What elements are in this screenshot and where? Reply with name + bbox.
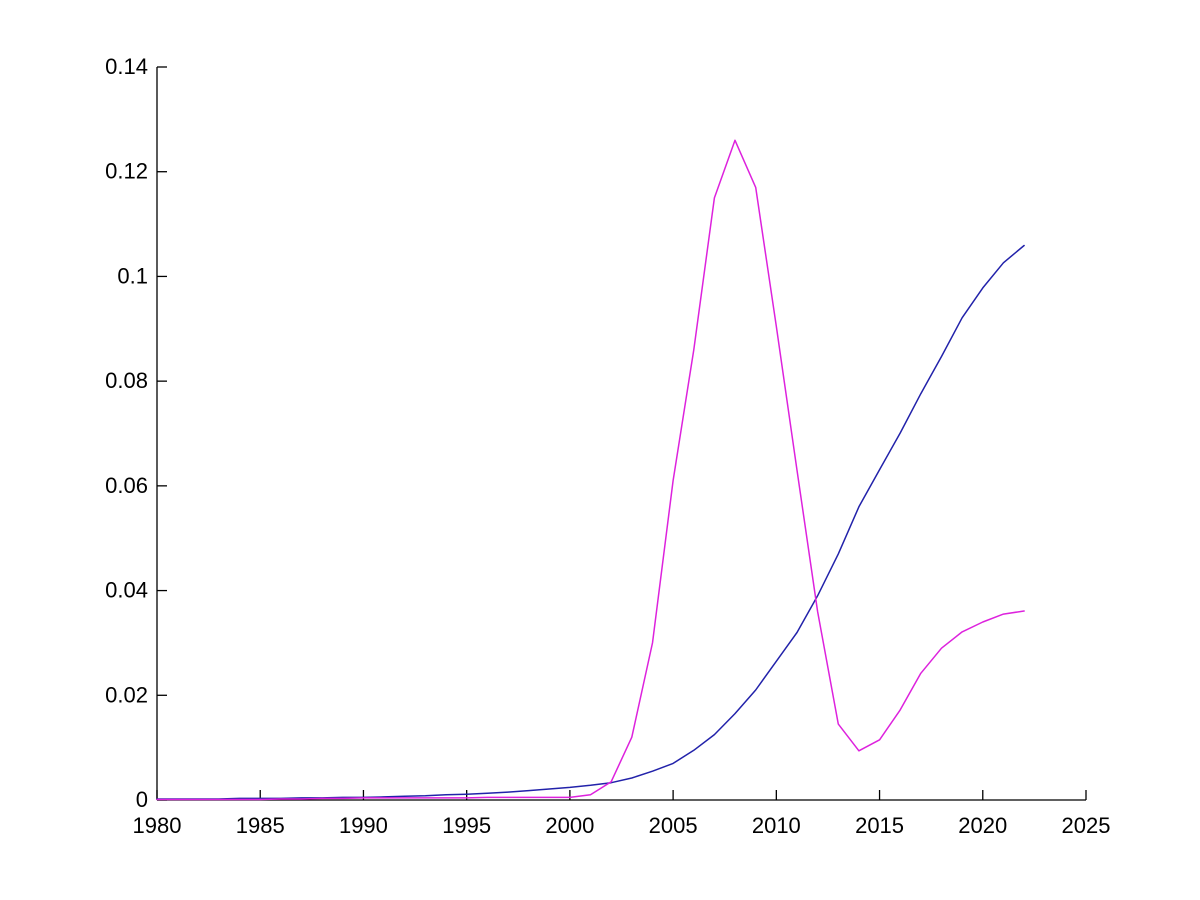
x-tick-label: 2020 xyxy=(958,813,1007,838)
y-tick-label: 0.06 xyxy=(105,473,148,498)
x-tick-label: 2000 xyxy=(545,813,594,838)
y-tick-label: 0 xyxy=(136,787,148,812)
blue-curve-line xyxy=(156,244,1025,800)
y-tick-label: 0.1 xyxy=(117,263,148,288)
y-tick-label: 0.12 xyxy=(105,159,148,184)
x-tick-label: 2005 xyxy=(649,813,698,838)
x-tick-label: 1995 xyxy=(442,813,491,838)
x-tick-label: 2010 xyxy=(752,813,801,838)
y-tick-label: 0.04 xyxy=(105,578,148,603)
y-tick-label: 0.14 xyxy=(105,54,148,79)
x-tick-label: 1985 xyxy=(236,813,285,838)
x-tick-label: 2015 xyxy=(855,813,904,838)
x-tick-label: 2025 xyxy=(1062,813,1111,838)
y-tick-label: 0.02 xyxy=(105,682,148,707)
x-tick-label: 1990 xyxy=(339,813,388,838)
magenta-curve-line xyxy=(156,139,1025,801)
y-tick-label: 0.08 xyxy=(105,368,148,393)
x-tick-label: 1980 xyxy=(133,813,182,838)
